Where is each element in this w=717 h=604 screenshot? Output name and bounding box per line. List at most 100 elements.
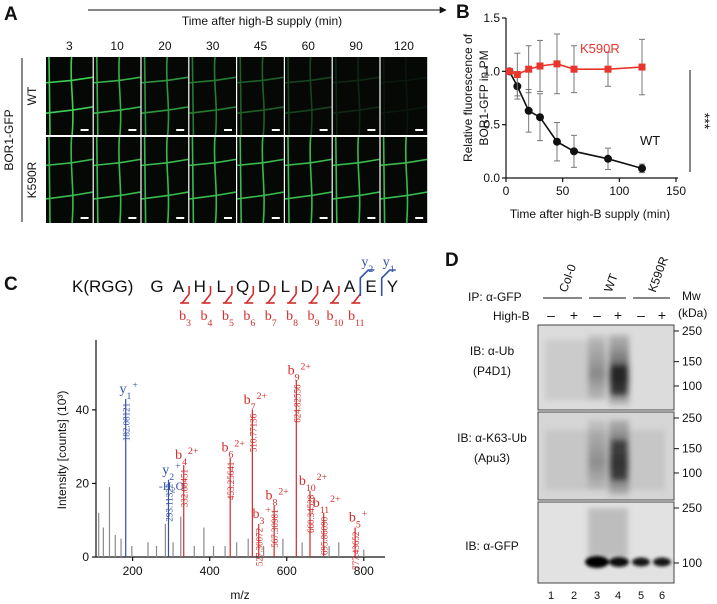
x-tick-label: 150 xyxy=(666,184,686,198)
micrograph xyxy=(332,136,380,224)
ion-label: b11 xyxy=(348,309,365,329)
lane-number: 6 xyxy=(659,590,665,602)
b-fragment-bracket xyxy=(267,286,276,304)
ion-charge: 2+ xyxy=(330,493,341,504)
residue: G xyxy=(150,277,163,296)
ion-charge: 2+ xyxy=(234,438,245,449)
panel-letter: D xyxy=(445,250,459,271)
y-tick-label: 0 xyxy=(82,550,89,564)
lane-number: 4 xyxy=(615,590,621,602)
panel-letter: B xyxy=(456,2,470,23)
x-tick-label: 200 xyxy=(123,564,143,578)
ion-label: b42+ xyxy=(175,446,199,468)
micrograph-bg xyxy=(93,57,141,135)
micrograph xyxy=(332,56,380,136)
ion-number: 5 xyxy=(356,519,361,530)
ion-number: 7 xyxy=(251,401,256,412)
ion-number: 10 xyxy=(334,318,344,329)
peak-mz: 567.30981 xyxy=(270,510,280,548)
micrograph xyxy=(380,56,428,136)
ion-charge: + xyxy=(132,379,138,390)
point xyxy=(524,106,533,115)
ion-charge: 2+ xyxy=(317,471,328,482)
ion-letter: b xyxy=(265,489,272,504)
point xyxy=(525,65,533,73)
ion-label: b72+ xyxy=(244,390,268,412)
ion-label: y2+ xyxy=(162,460,181,482)
ion-number: 11 xyxy=(320,504,330,515)
ion-letter: b xyxy=(327,309,334,324)
treatment-sign: – xyxy=(593,307,601,323)
ion-letter: b xyxy=(348,309,355,324)
ion-number: 2 xyxy=(368,264,373,275)
time-label: Time after high-B supply (min) xyxy=(182,14,342,28)
micrograph-bg xyxy=(380,57,428,135)
lane-number: 1 xyxy=(548,590,554,602)
ion-letter: b xyxy=(265,309,272,324)
mw-marker: 100 xyxy=(682,556,702,570)
peak-mz: 624.82556 xyxy=(292,384,302,423)
cell-wall xyxy=(45,56,93,136)
point xyxy=(604,65,612,73)
lane-number: 5 xyxy=(638,590,644,602)
mw-marker: 150 xyxy=(682,355,702,369)
cell-wall xyxy=(332,136,380,224)
ion-number: 8 xyxy=(272,497,277,508)
point xyxy=(638,164,646,173)
point xyxy=(536,62,544,70)
point xyxy=(505,67,513,75)
treatment-sign: + xyxy=(614,307,622,323)
ion-label: b3 xyxy=(179,309,191,329)
mw-marker: 250 xyxy=(682,501,702,515)
residue: L xyxy=(281,277,290,296)
peak-mz: 332.68451 xyxy=(180,469,190,507)
y-tick-label: 20 xyxy=(76,476,90,490)
micrograph xyxy=(189,56,237,136)
x-tick-label: 50 xyxy=(556,184,570,198)
micrograph-bg xyxy=(46,137,93,223)
ion-charge: 2+ xyxy=(188,446,199,457)
ion-label: b4 xyxy=(201,309,213,329)
treatment-label: High-B xyxy=(493,309,530,323)
micrograph xyxy=(284,136,332,224)
ion-label: y2 xyxy=(361,255,373,275)
ion-number: 7 xyxy=(272,318,277,329)
cell-wall xyxy=(284,56,332,136)
antibody-clone: (P4D1) xyxy=(473,364,511,378)
genotype-label: WT xyxy=(601,271,621,294)
cell-wall xyxy=(93,56,141,136)
treatment-sign: – xyxy=(637,307,645,323)
x-tick-label: 400 xyxy=(200,564,220,578)
mw-marker: 150 xyxy=(682,442,702,456)
peak-mz: 453.25641 xyxy=(226,462,236,500)
cell-wall xyxy=(237,56,284,136)
y-tick-label: 0.5 xyxy=(483,118,500,132)
treatment-sign: – xyxy=(547,307,555,323)
peak-mz: 660.34528 xyxy=(306,494,316,533)
b-fragment-bracket xyxy=(245,286,255,304)
row-label: WT xyxy=(25,86,39,105)
ion-number: 6 xyxy=(250,318,255,329)
cell-wall xyxy=(141,136,189,224)
ion-letter: b xyxy=(253,507,260,522)
series-label: K590R xyxy=(580,41,620,56)
y-tick-label: 40 xyxy=(76,403,90,417)
residue: H xyxy=(194,277,206,296)
micrograph-bg xyxy=(285,57,332,135)
micrograph xyxy=(189,136,237,224)
micrograph-bg xyxy=(141,57,189,135)
point xyxy=(570,147,578,156)
point xyxy=(553,60,561,68)
micrograph xyxy=(93,56,141,136)
row-label: K590R xyxy=(25,161,39,198)
mw-marker: 250 xyxy=(682,324,702,338)
x-axis-label: m/z xyxy=(230,588,249,602)
micrograph xyxy=(237,56,284,136)
treatment-sign: + xyxy=(570,307,578,323)
peak-mz: 527.30072 xyxy=(255,528,265,566)
ion-number: 10 xyxy=(306,482,316,493)
ion-letter: b xyxy=(243,309,250,324)
micrograph-bg xyxy=(285,137,332,223)
peptide-prefix: K(RGG) xyxy=(72,277,133,296)
ion-letter: y xyxy=(162,463,169,478)
